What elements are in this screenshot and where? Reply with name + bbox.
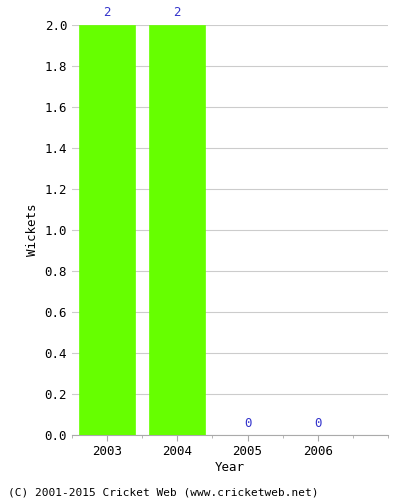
Bar [79, 25, 135, 435]
Y-axis label: Wickets: Wickets [26, 204, 39, 256]
X-axis label: Year: Year [215, 461, 245, 474]
Text: 2: 2 [174, 6, 181, 19]
Text: 0: 0 [314, 417, 322, 430]
Text: (C) 2001-2015 Cricket Web (www.cricketweb.net): (C) 2001-2015 Cricket Web (www.cricketwe… [8, 488, 318, 498]
Text: 0: 0 [244, 417, 251, 430]
Text: 2: 2 [103, 6, 111, 19]
Bar [149, 25, 206, 435]
